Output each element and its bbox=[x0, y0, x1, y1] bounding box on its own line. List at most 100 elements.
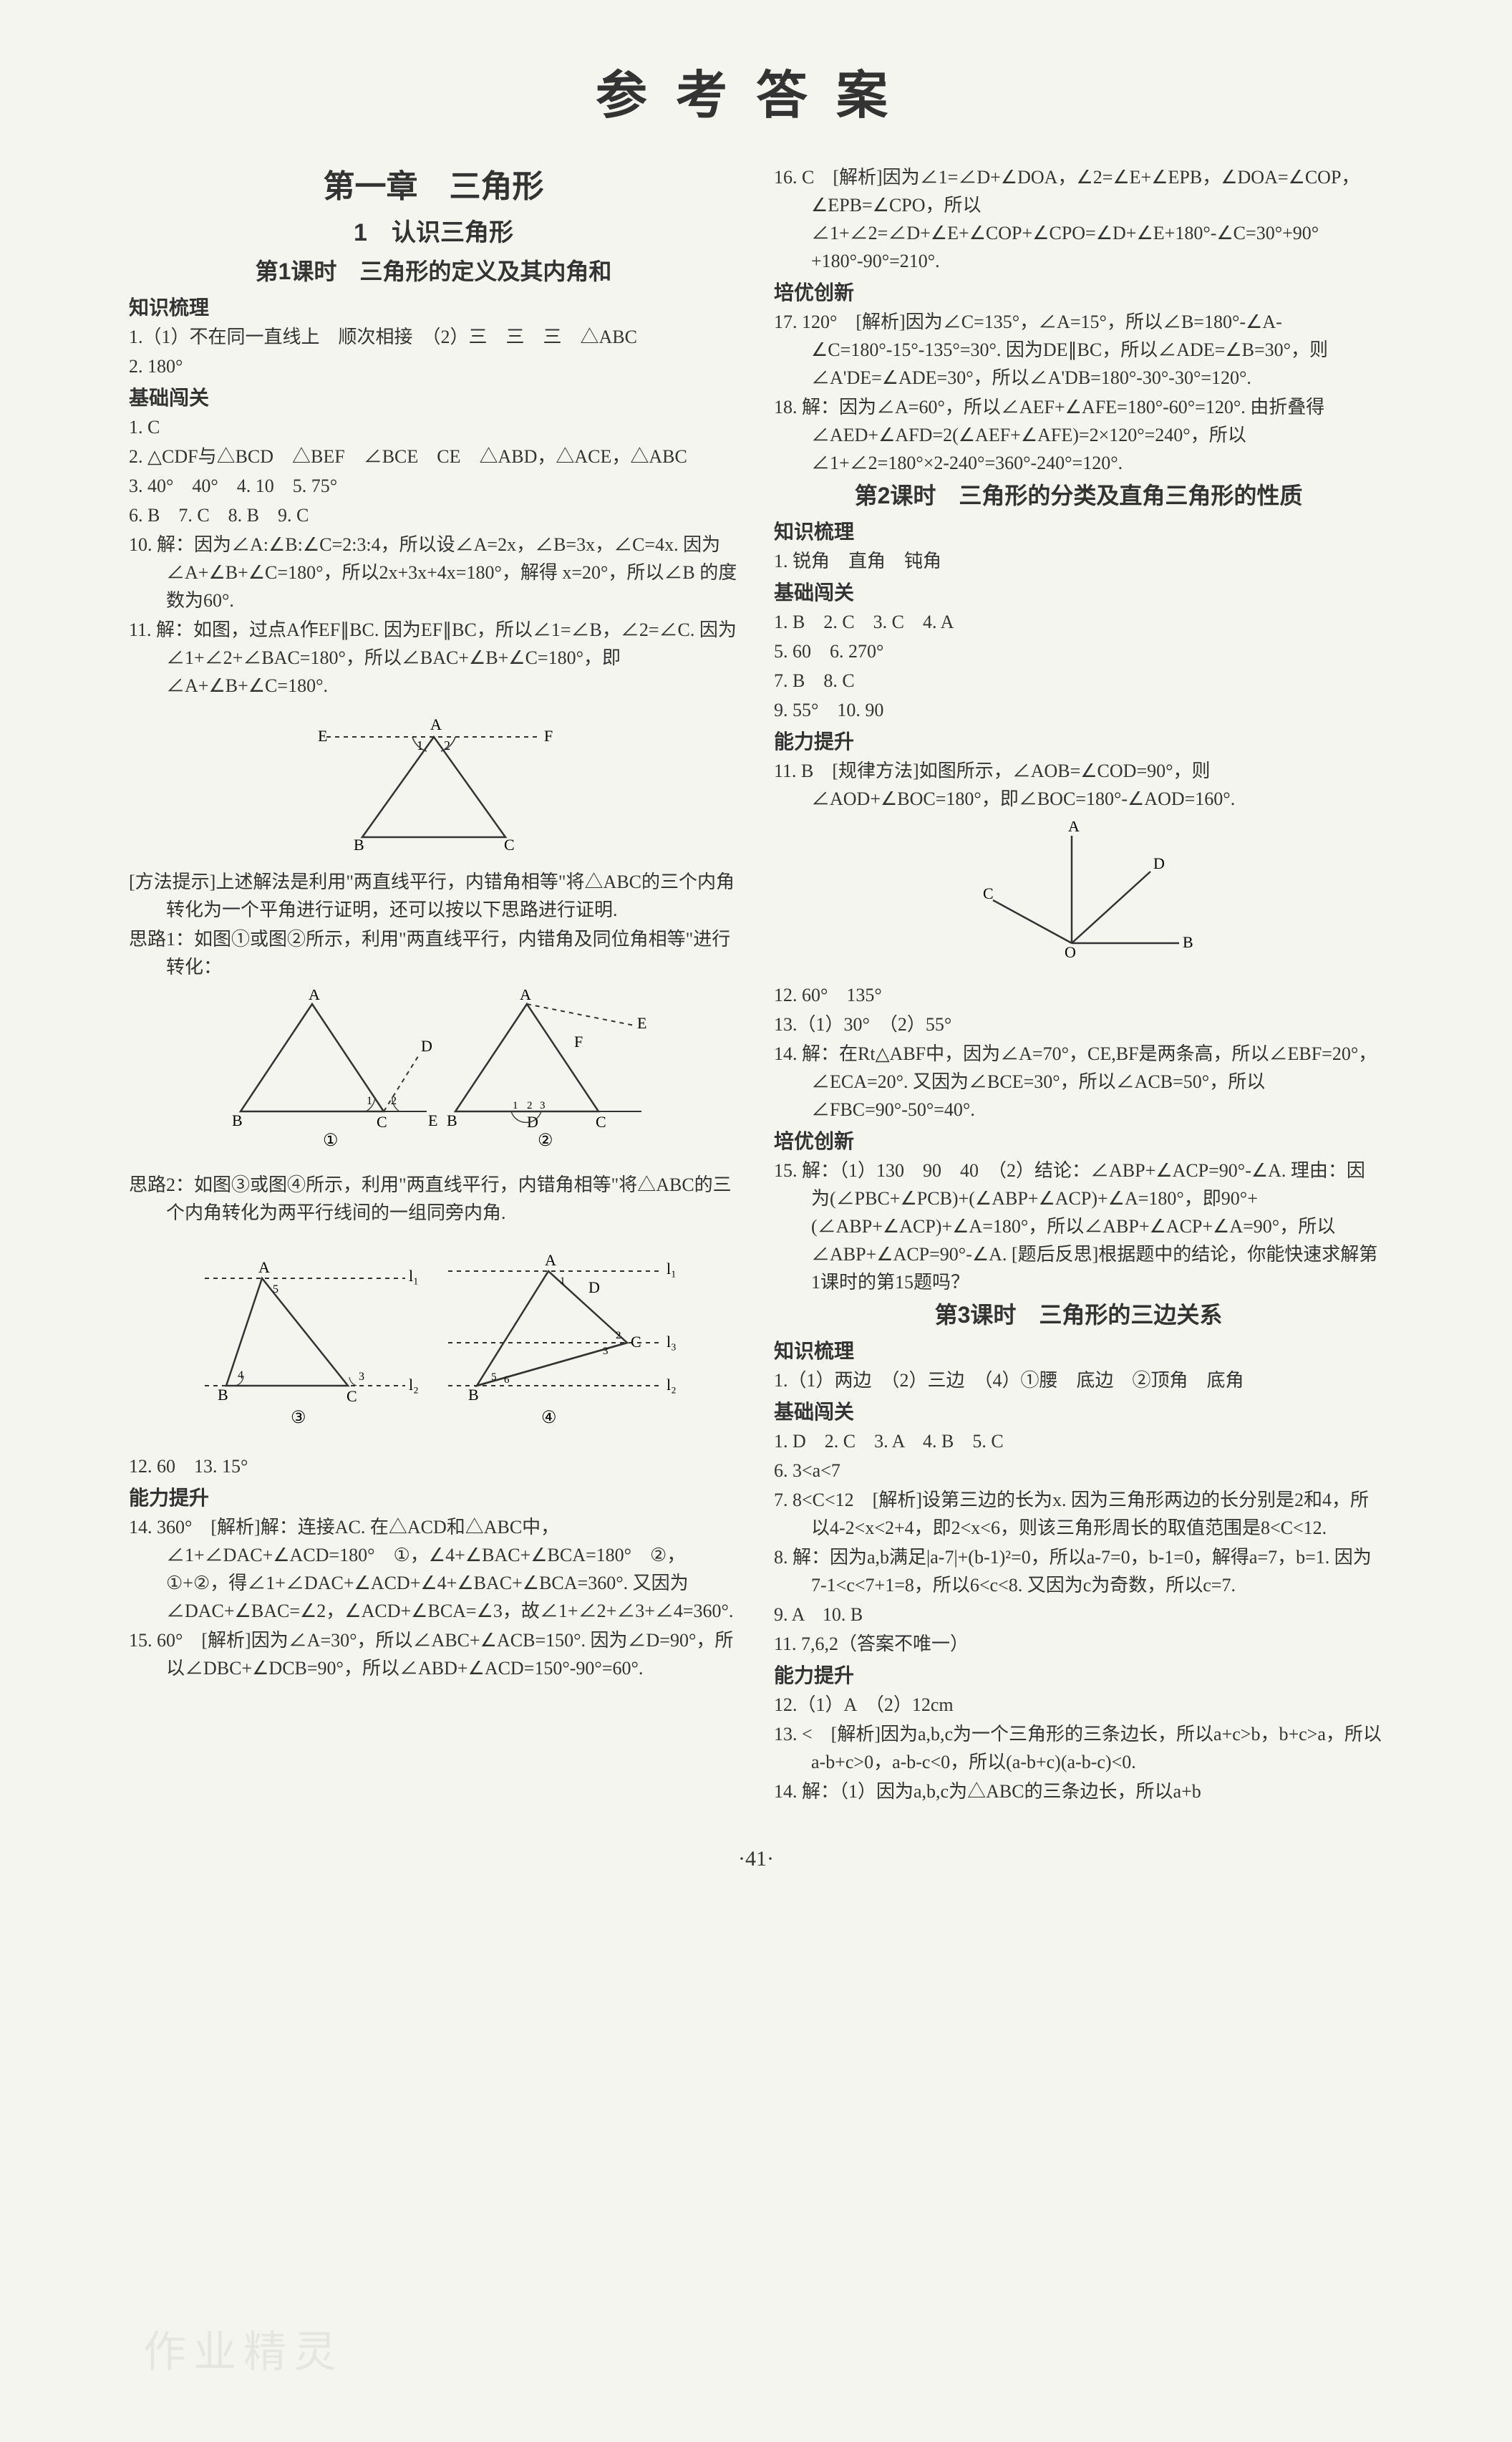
page-number: ·41· bbox=[129, 1843, 1383, 1875]
figure-3: A B C l₁ l₂ 4 3 5 ③ A B C D bbox=[129, 1235, 738, 1444]
heading-knowledge: 知识梳理 bbox=[774, 1336, 1383, 1366]
content-columns: 第一章 三角形 1 认识三角形 第1课时 三角形的定义及其内角和 知识梳理 1.… bbox=[129, 163, 1383, 1807]
svg-text:F: F bbox=[574, 1033, 583, 1051]
answer-line: 10. 解：因为∠A:∠B:∠C=2:3:4，所以设∠A=2x，∠B=3x，∠C… bbox=[129, 531, 738, 614]
answer-line: 1. B 2. C 3. C 4. A bbox=[774, 608, 1383, 636]
figure-2: A B C D E 1 2 ① A B E F D C 1 bbox=[129, 990, 738, 1162]
svg-text:②: ② bbox=[538, 1131, 553, 1150]
svg-text:①: ① bbox=[323, 1131, 339, 1150]
answer-line: 8. 解：因为a,b满足|a-7|+(b-1)²=0，所以a-7=0，b-1=0… bbox=[774, 1543, 1383, 1599]
svg-text:5: 5 bbox=[491, 1371, 497, 1383]
section-title: 1 认识三角形 bbox=[129, 215, 738, 251]
answer-line: 11. 解：如图，过点A作EF∥BC. 因为EF∥BC，所以∠1=∠B，∠2=∠… bbox=[129, 616, 738, 700]
right-column: 16. C [解析]因为∠1=∠D+∠DOA，∠2=∠E+∠EPB，∠DOA=∠… bbox=[774, 163, 1383, 1807]
answer-line: 7. 8<C<12 [解析]设第三边的长为x. 因为三角形两边的长分别是2和4，… bbox=[774, 1486, 1383, 1542]
svg-text:l₁: l₁ bbox=[409, 1267, 419, 1285]
watermark: 作业精灵 bbox=[143, 2320, 344, 2385]
lesson-title-1: 第1课时 三角形的定义及其内角和 bbox=[129, 254, 738, 289]
answer-line: 14. 360° [解析]解：连接AC. 在△ACD和△ABC中，∠1+∠DAC… bbox=[129, 1513, 738, 1625]
svg-text:2: 2 bbox=[444, 738, 450, 753]
svg-text:A: A bbox=[430, 715, 442, 733]
svg-text:④: ④ bbox=[541, 1409, 557, 1427]
svg-text:l₂: l₂ bbox=[667, 1376, 677, 1394]
svg-text:l₃: l₃ bbox=[667, 1333, 677, 1351]
answer-line: 15. 解：（1）130 90 40 （2）结论：∠ABP+∠ACP=90°-∠… bbox=[774, 1157, 1383, 1296]
svg-text:D: D bbox=[421, 1037, 432, 1055]
answer-line: 15. 60° [解析]因为∠A=30°，所以∠ABC+∠ACB=150°. 因… bbox=[129, 1626, 738, 1682]
heading-ability: 能力提升 bbox=[129, 1483, 738, 1513]
method-hint: [方法提示]上述解法是利用"两直线平行，内错角相等"将△ABC的三个内角转化为一… bbox=[129, 868, 738, 924]
svg-text:C: C bbox=[377, 1113, 387, 1131]
svg-text:C: C bbox=[504, 836, 515, 851]
answer-line: 6. 3<a<7 bbox=[774, 1457, 1383, 1485]
svg-text:B: B bbox=[218, 1386, 228, 1404]
lesson-title-3: 第3课时 三角形的三边关系 bbox=[774, 1298, 1383, 1332]
svg-text:2: 2 bbox=[527, 1100, 533, 1111]
answer-line: 1.（1）两边 （2）三边 （4）①腰 底边 ②顶角 底角 bbox=[774, 1366, 1383, 1394]
answer-line: 12. 60° 135° bbox=[774, 981, 1383, 1009]
svg-text:③: ③ bbox=[291, 1409, 306, 1427]
heading-basic: 基础闯关 bbox=[774, 578, 1383, 608]
svg-text:3: 3 bbox=[603, 1346, 609, 1357]
svg-text:C: C bbox=[596, 1113, 606, 1131]
answer-line: 16. C [解析]因为∠1=∠D+∠DOA，∠2=∠E+∠EPB，∠DOA=∠… bbox=[774, 163, 1383, 275]
svg-text:E: E bbox=[318, 727, 327, 745]
svg-text:B: B bbox=[447, 1111, 457, 1129]
heading-ability: 能力提升 bbox=[774, 1661, 1383, 1691]
heading-knowledge: 知识梳理 bbox=[129, 293, 738, 323]
answer-line: 11. B [规律方法]如图所示，∠AOB=∠COD=90°，则∠AOD+∠BO… bbox=[774, 757, 1383, 813]
method-hint: 思路1：如图①或图②所示，利用"两直线平行，内错角及同位角相等"进行转化： bbox=[129, 925, 738, 981]
answer-line: 12. 60 13. 15° bbox=[129, 1452, 738, 1480]
svg-text:B: B bbox=[468, 1386, 479, 1404]
svg-text:B: B bbox=[354, 836, 364, 851]
svg-text:6: 6 bbox=[504, 1374, 510, 1386]
svg-text:l₂: l₂ bbox=[409, 1376, 419, 1394]
svg-text:2: 2 bbox=[616, 1330, 621, 1341]
svg-text:C: C bbox=[983, 884, 994, 902]
svg-text:l₁: l₁ bbox=[667, 1260, 677, 1278]
svg-text:A: A bbox=[1068, 821, 1080, 835]
svg-text:D: D bbox=[527, 1113, 538, 1131]
answer-line: 1. D 2. C 3. A 4. B 5. C bbox=[774, 1427, 1383, 1455]
svg-text:1: 1 bbox=[367, 1095, 372, 1107]
svg-text:B: B bbox=[1183, 933, 1193, 951]
svg-text:E: E bbox=[637, 1014, 646, 1032]
answer-line: 18. 解：因为∠A=60°，所以∠AEF+∠AFE=180°-60°=120°… bbox=[774, 393, 1383, 477]
lesson-title-2: 第2课时 三角形的分类及直角三角形的性质 bbox=[774, 478, 1383, 513]
svg-text:A: A bbox=[545, 1251, 556, 1269]
heading-basic: 基础闯关 bbox=[774, 1397, 1383, 1427]
svg-text:O: O bbox=[1065, 943, 1076, 961]
left-column: 第一章 三角形 1 认识三角形 第1课时 三角形的定义及其内角和 知识梳理 1.… bbox=[129, 163, 738, 1807]
svg-text:C: C bbox=[631, 1333, 641, 1351]
answer-line: 1. 锐角 直角 钝角 bbox=[774, 547, 1383, 575]
answer-line: 14. 解：（1）因为a,b,c为△ABC的三条边长，所以a+b bbox=[774, 1777, 1383, 1805]
svg-text:1: 1 bbox=[513, 1100, 518, 1111]
answer-line: 2. △CDF与△BCD △BEF ∠BCE CE △ABD，△ACE，△ABC bbox=[129, 443, 738, 470]
figure-4: A D B C O bbox=[774, 821, 1383, 973]
answer-line: 3. 40° 40° 4. 10 5. 75° bbox=[129, 472, 738, 500]
method-hint: 思路2：如图③或图④所示，利用"两直线平行，内错角相等"将△ABC的三个内角转化… bbox=[129, 1171, 738, 1227]
svg-text:F: F bbox=[544, 727, 553, 745]
answer-line: 17. 120° [解析]因为∠C=135°，∠A=15°，所以∠B=180°-… bbox=[774, 308, 1383, 392]
main-title: 参考答案 bbox=[129, 57, 1383, 135]
svg-text:A: A bbox=[520, 990, 531, 1003]
svg-text:C: C bbox=[346, 1387, 357, 1405]
answer-line: 5. 60 6. 270° bbox=[774, 637, 1383, 665]
heading-knowledge: 知识梳理 bbox=[774, 517, 1383, 547]
svg-text:D: D bbox=[588, 1278, 600, 1296]
svg-text:E: E bbox=[428, 1111, 437, 1129]
answer-line: 13.（1）30° （2）55° bbox=[774, 1010, 1383, 1038]
answer-line: 6. B 7. C 8. B 9. C bbox=[129, 501, 738, 529]
svg-text:1: 1 bbox=[560, 1275, 566, 1287]
answer-line: 14. 解：在Rt△ABF中，因为∠A=70°，CE,BF是两条高，所以∠EBF… bbox=[774, 1040, 1383, 1124]
answer-line: 7. B 8. C bbox=[774, 667, 1383, 695]
answer-line: 1.（1）不在同一直线上 顺次相接 （2）三 三 三 △ABC bbox=[129, 323, 738, 351]
answer-line: 9. A 10. B bbox=[774, 1601, 1383, 1628]
heading-ability: 能力提升 bbox=[774, 727, 1383, 757]
chapter-title: 第一章 三角形 bbox=[129, 163, 738, 211]
heading-basic: 基础闯关 bbox=[129, 383, 738, 413]
svg-text:3: 3 bbox=[359, 1371, 364, 1383]
svg-text:A: A bbox=[258, 1258, 270, 1276]
svg-text:B: B bbox=[232, 1111, 243, 1129]
heading-innovate: 培优创新 bbox=[774, 1126, 1383, 1157]
